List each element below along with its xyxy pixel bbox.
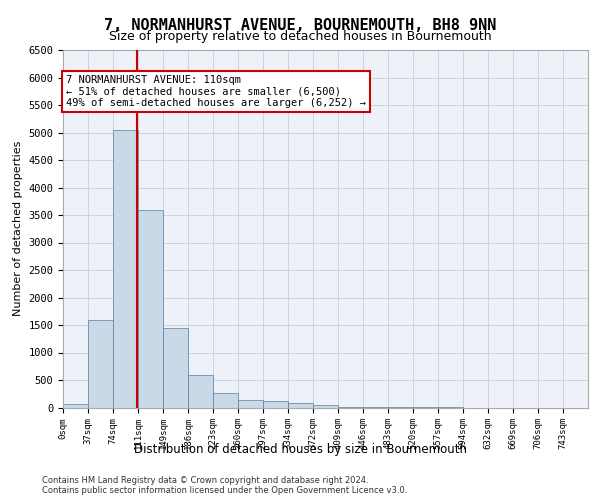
Bar — [163, 328, 188, 407]
Text: Contains public sector information licensed under the Open Government Licence v3: Contains public sector information licen… — [42, 486, 407, 495]
Y-axis label: Number of detached properties: Number of detached properties — [13, 141, 23, 316]
Bar — [313, 406, 338, 407]
Bar — [138, 210, 163, 408]
Bar — [63, 404, 88, 407]
Bar — [288, 403, 313, 407]
Bar — [113, 130, 138, 407]
Bar — [88, 320, 113, 408]
Bar — [188, 374, 213, 408]
Bar — [213, 392, 238, 407]
Bar — [263, 401, 288, 407]
Text: Size of property relative to detached houses in Bournemouth: Size of property relative to detached ho… — [109, 30, 491, 43]
Text: Contains HM Land Registry data © Crown copyright and database right 2024.: Contains HM Land Registry data © Crown c… — [42, 476, 368, 485]
Text: 7, NORMANHURST AVENUE, BOURNEMOUTH, BH8 9NN: 7, NORMANHURST AVENUE, BOURNEMOUTH, BH8 … — [104, 18, 496, 32]
Bar — [238, 400, 263, 407]
Text: Distribution of detached houses by size in Bournemouth: Distribution of detached houses by size … — [133, 442, 467, 456]
Bar — [338, 406, 363, 408]
Text: 7 NORMANHURST AVENUE: 110sqm
← 51% of detached houses are smaller (6,500)
49% of: 7 NORMANHURST AVENUE: 110sqm ← 51% of de… — [66, 75, 366, 108]
